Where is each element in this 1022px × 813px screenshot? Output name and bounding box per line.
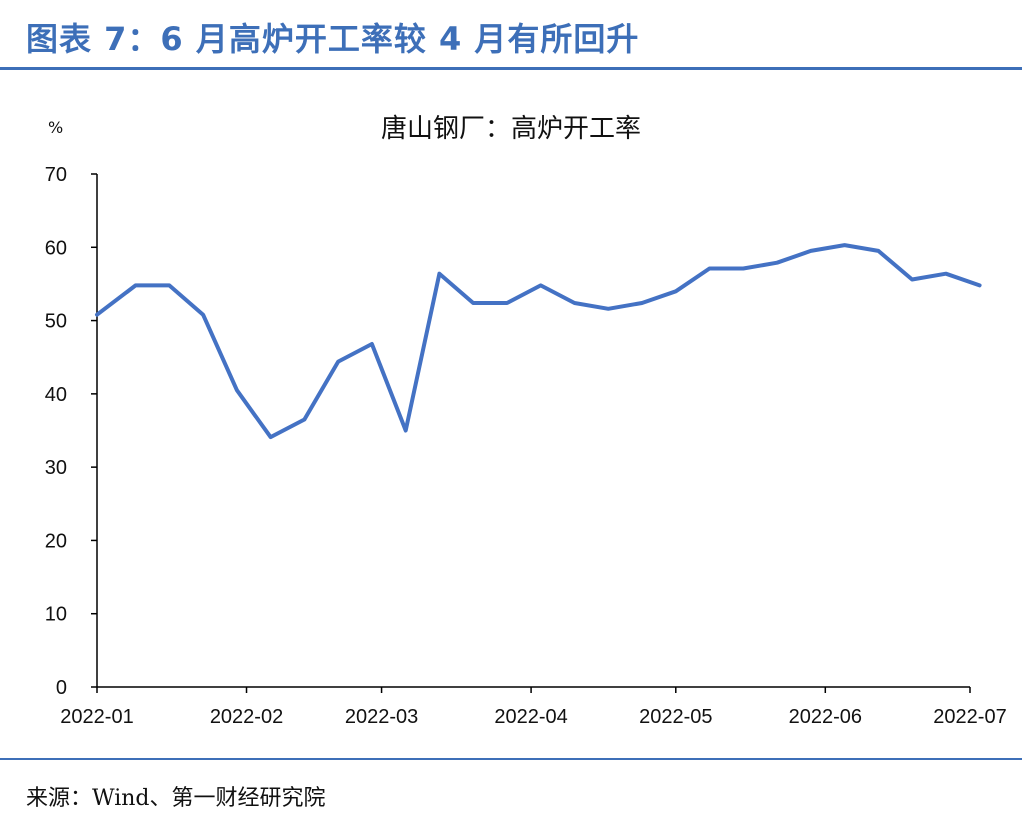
series-line — [95, 243, 982, 440]
y-tick-label: 30 — [45, 457, 67, 479]
y-tick-label: 60 — [45, 237, 67, 259]
footer-divider — [0, 758, 1022, 760]
y-tick-label: 0 — [56, 677, 67, 699]
y-axis-unit: % — [48, 118, 64, 137]
x-tick-label: 2022-01 — [60, 706, 133, 728]
figure-title: 图表 7：6 月高炉开工率较 4 月有所回升 — [26, 20, 640, 58]
x-tick-label: 2022-06 — [789, 706, 862, 728]
x-tick-label: 2022-04 — [494, 706, 567, 728]
line-chart: 0 10 20 30 40 50 60 70 2022-01 2022-02 2022-03 2022… — [45, 164, 1007, 728]
title-divider — [0, 67, 1022, 70]
y-tick-label: 50 — [45, 311, 67, 333]
x-tick-label: 2022-03 — [345, 706, 418, 728]
x-tick-label: 2022-07 — [933, 706, 1006, 728]
y-tick-label: 20 — [45, 530, 67, 552]
y-tick-label: 70 — [45, 164, 67, 186]
x-tick-label: 2022-02 — [210, 706, 283, 728]
source-note: 来源：Wind、第一财经研究院 — [26, 786, 326, 811]
chart-title: 唐山钢厂：高炉开工率 — [380, 114, 641, 144]
y-tick-label: 40 — [45, 384, 67, 406]
y-tick-label: 10 — [45, 604, 67, 626]
x-tick-label: 2022-05 — [639, 706, 712, 728]
